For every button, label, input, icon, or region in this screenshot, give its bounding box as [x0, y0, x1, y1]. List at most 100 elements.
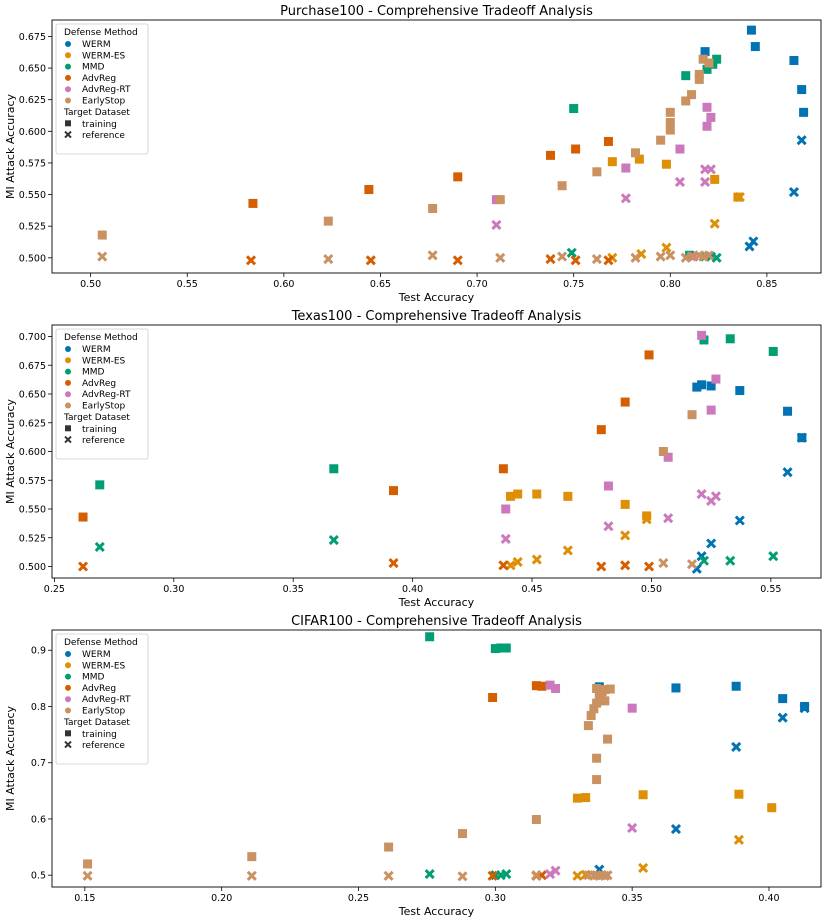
- legend-label-earlystop: EarlyStop: [82, 707, 125, 717]
- chart-panel-3: CIFAR100 - Comprehensive Tradeoff Analys…: [4, 614, 822, 918]
- point-earlystop-reference: [686, 251, 697, 262]
- y-tick-label: 0.650: [19, 64, 46, 75]
- point-advreg-training: [537, 681, 547, 691]
- point-advreg-rt-reference: [545, 869, 556, 880]
- point-werm-training: [783, 406, 793, 416]
- point-mmd-reference: [768, 551, 779, 562]
- legend-label-werm-es: WERM-ES: [82, 51, 126, 61]
- point-werm-reference: [731, 741, 742, 753]
- point-advreg-reference: [596, 561, 607, 572]
- point-advreg-training: [453, 172, 463, 182]
- point-earlystop-training: [531, 815, 541, 825]
- data-points: [97, 25, 809, 266]
- point-earlystop-training: [631, 148, 641, 158]
- point-earlystop-training: [323, 216, 333, 226]
- point-werm-es-training: [638, 790, 648, 800]
- point-werm-es-reference: [562, 545, 573, 556]
- point-earlystop-training: [592, 683, 602, 693]
- y-tick-label: 0.600: [19, 447, 46, 458]
- y-tick-label: 0.675: [19, 32, 46, 43]
- point-werm-es-reference: [734, 192, 745, 203]
- point-mmd-reference: [566, 247, 577, 258]
- point-mmd-reference: [698, 555, 710, 566]
- point-mmd-training: [702, 64, 712, 74]
- point-advreg-rt-training: [675, 144, 685, 154]
- x-tick-label: 0.40: [758, 893, 779, 904]
- x-tick-label: 0.85: [756, 279, 777, 290]
- legend-label-werm-es: WERM-ES: [82, 356, 126, 366]
- y-tick-label: 0.700: [19, 332, 46, 343]
- y-tick-label: 0.8: [31, 702, 46, 713]
- legend-label-werm: WERM: [82, 650, 111, 660]
- legend-label-werm-es: WERM-ES: [82, 661, 126, 671]
- point-mmd-training: [569, 104, 579, 114]
- point-advreg-training: [571, 144, 581, 154]
- y-axis-label: MI Attack Accuracy: [4, 398, 17, 504]
- x-tick-label: 0.20: [211, 893, 232, 904]
- point-earlystop-training: [583, 721, 593, 731]
- point-advreg-rt-training: [706, 112, 716, 122]
- point-advreg-rt-reference: [700, 176, 711, 187]
- point-earlystop-training: [665, 117, 675, 127]
- point-advreg-training: [389, 486, 399, 496]
- x-tick-label: 0.35: [622, 893, 643, 904]
- y-tick-label: 0.575: [19, 476, 46, 487]
- legend-dataset-title: Target Dataset: [63, 413, 130, 423]
- legend-marker-werm: [65, 346, 71, 352]
- point-advreg-training: [596, 425, 606, 435]
- point-werm-es-reference: [733, 834, 744, 845]
- x-tick-label: 0.40: [402, 584, 423, 595]
- legend-label-reference: reference: [82, 131, 125, 141]
- y-tick-label: 0.5: [31, 871, 46, 882]
- point-werm-reference: [706, 538, 717, 549]
- point-werm-training: [799, 107, 809, 117]
- point-werm-es-training: [620, 499, 630, 509]
- point-advreg-reference: [498, 560, 509, 571]
- legend-label-training: training: [82, 425, 117, 435]
- point-werm-es-training: [710, 174, 720, 184]
- point-werm-training: [750, 42, 760, 52]
- legend-marker-werm: [65, 41, 71, 47]
- x-tick-label: 0.45: [521, 584, 542, 595]
- legend-marker-advreg-rt: [65, 696, 71, 703]
- x-tick-label: 0.25: [44, 584, 65, 595]
- point-werm-reference: [796, 135, 807, 146]
- y-tick-label: 0.625: [19, 95, 46, 106]
- point-werm-training: [692, 382, 702, 392]
- point-werm-es-reference: [531, 554, 542, 565]
- point-mmd-reference: [725, 555, 736, 566]
- point-werm-es-training: [607, 157, 617, 167]
- y-tick-label: 0.9: [31, 646, 46, 657]
- point-earlystop-reference: [97, 251, 108, 262]
- y-tick-label: 0.550: [19, 505, 46, 516]
- x-tick-label: 0.70: [466, 279, 487, 290]
- legend-marker-advreg: [65, 379, 71, 386]
- x-tick-label: 0.30: [485, 893, 506, 904]
- legend-label-werm: WERM: [82, 40, 111, 50]
- point-advreg-rt-training: [702, 121, 712, 131]
- point-earlystop-reference: [591, 254, 602, 265]
- x-tick-label: 0.55: [760, 584, 781, 595]
- point-advreg-reference: [388, 557, 399, 569]
- point-earlystop-training: [665, 125, 675, 135]
- legend-box: [55, 633, 149, 765]
- legend-marker-mmd: [65, 63, 71, 70]
- point-mmd-training: [95, 480, 105, 490]
- point-werm-es-reference: [709, 218, 720, 229]
- legend-marker-training: [65, 120, 71, 127]
- legend-label-advreg-rt: AdvReg-RT: [82, 85, 131, 95]
- point-advreg-rt-reference: [620, 193, 631, 204]
- point-mmd-training: [490, 644, 500, 654]
- x-tick-label: 0.60: [273, 279, 294, 290]
- legend-label-earlystop: EarlyStop: [82, 97, 125, 107]
- point-advreg-rt-reference: [700, 164, 711, 175]
- point-mmd-reference: [424, 869, 435, 880]
- chart-panel-2: Texas100 - Comprehensive Tradeoff Analys…: [4, 309, 822, 609]
- point-werm-es-training: [734, 789, 744, 799]
- point-werm-es-training: [532, 489, 542, 499]
- point-werm-reference: [777, 712, 788, 723]
- x-tick-label: 0.50: [641, 584, 662, 595]
- chart-panel-1: Purchase100 - Comprehensive Tradeoff Ana…: [4, 4, 822, 304]
- legend-marker-advreg-rt: [65, 391, 71, 398]
